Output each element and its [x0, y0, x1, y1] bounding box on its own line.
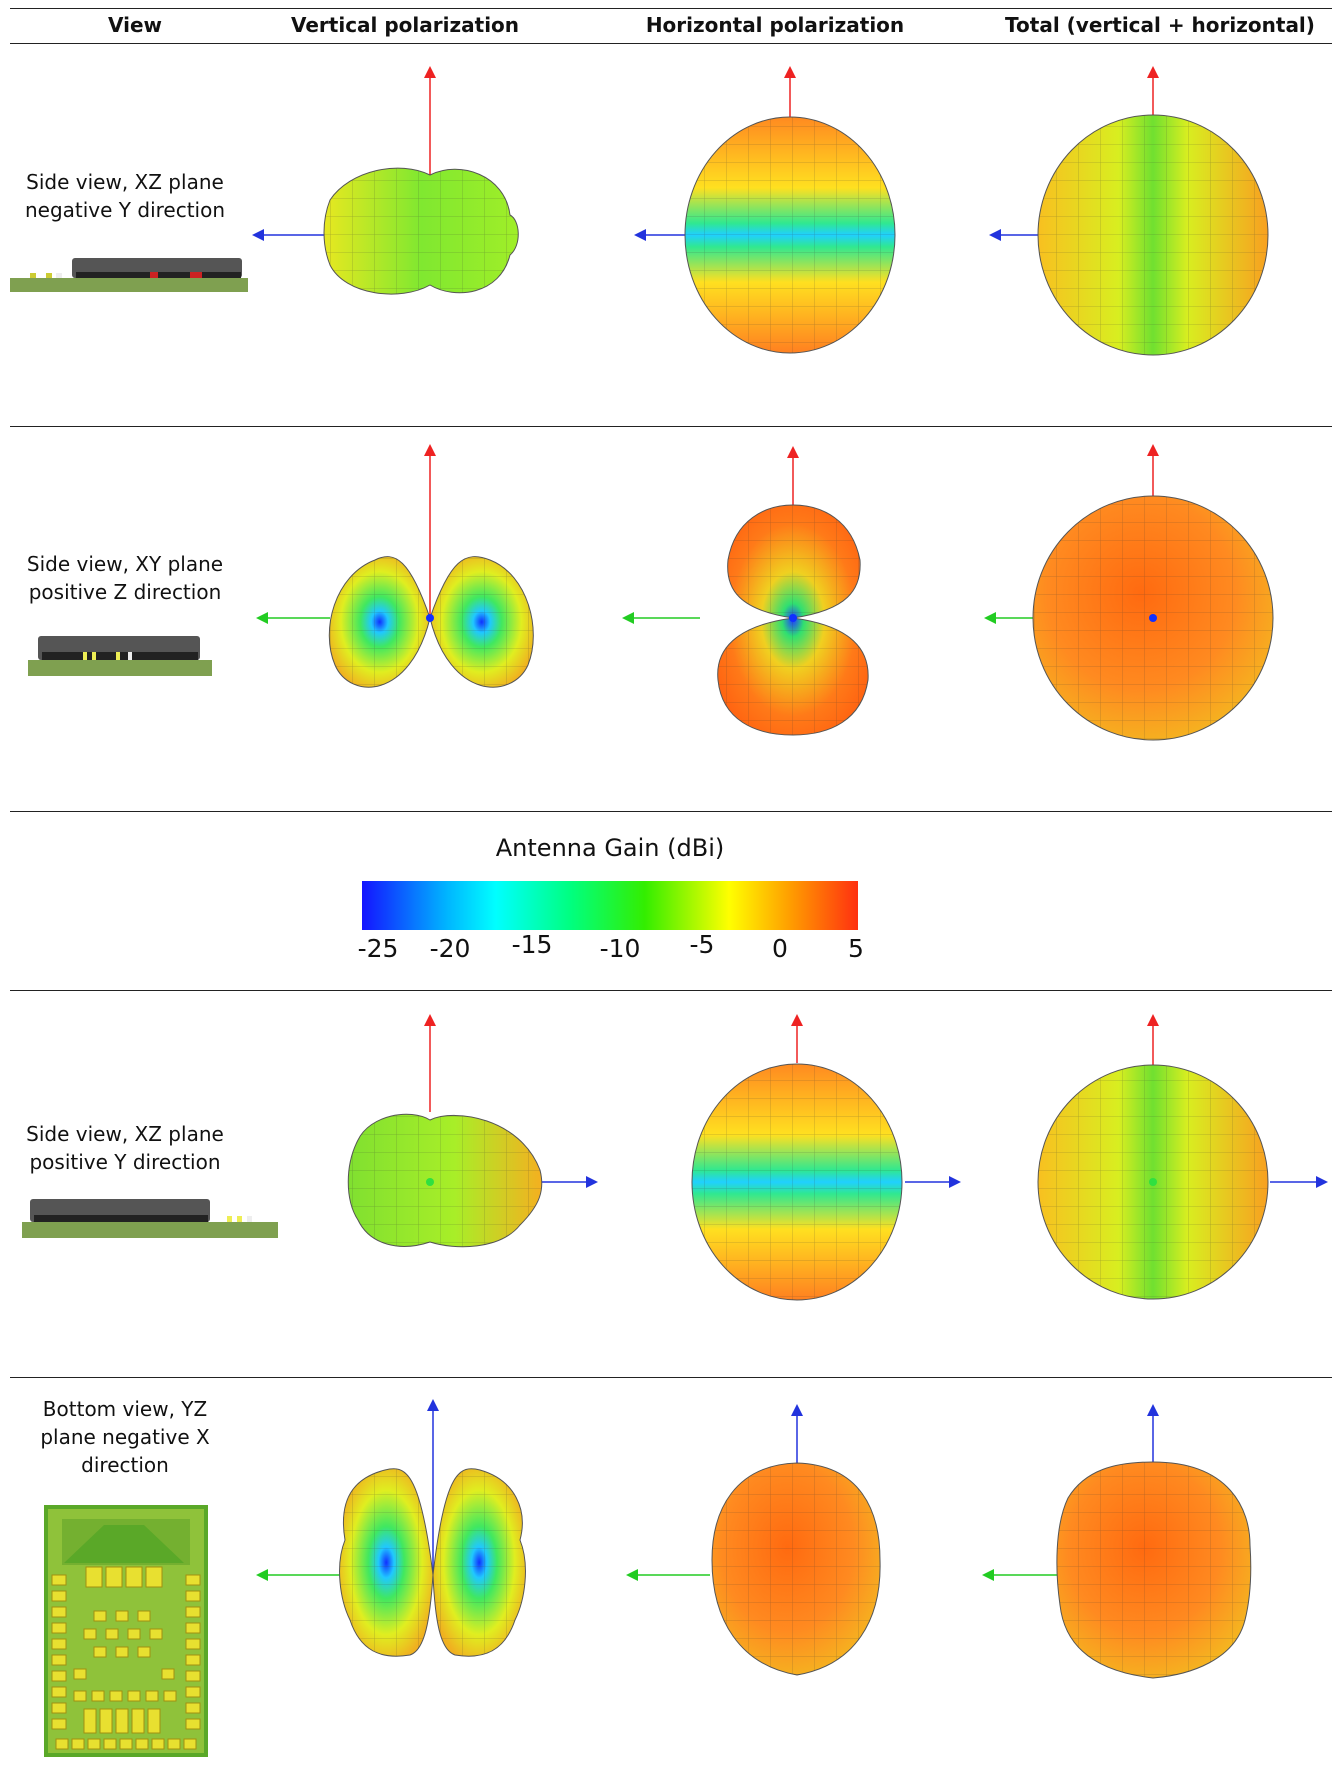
pattern-v-4-left-grid: [340, 1469, 433, 1656]
origin-dot: [426, 1178, 434, 1186]
pattern-v-2-left-grid: [329, 557, 430, 688]
origin-dot: [1149, 1178, 1157, 1186]
origin-dot: [426, 614, 434, 622]
origin-dot: [1149, 614, 1157, 622]
origin-dot: [789, 614, 797, 622]
pattern-h-3-grid: [692, 1064, 902, 1300]
pattern-t-1-grid: [1038, 115, 1268, 355]
pattern-v-2-right-grid: [430, 557, 533, 688]
pattern-v-1-grid: [324, 168, 518, 294]
pattern-h-4-grid: [712, 1463, 880, 1675]
pattern-h-1-grid: [685, 117, 895, 353]
pattern-t-4-grid: [1057, 1462, 1251, 1678]
